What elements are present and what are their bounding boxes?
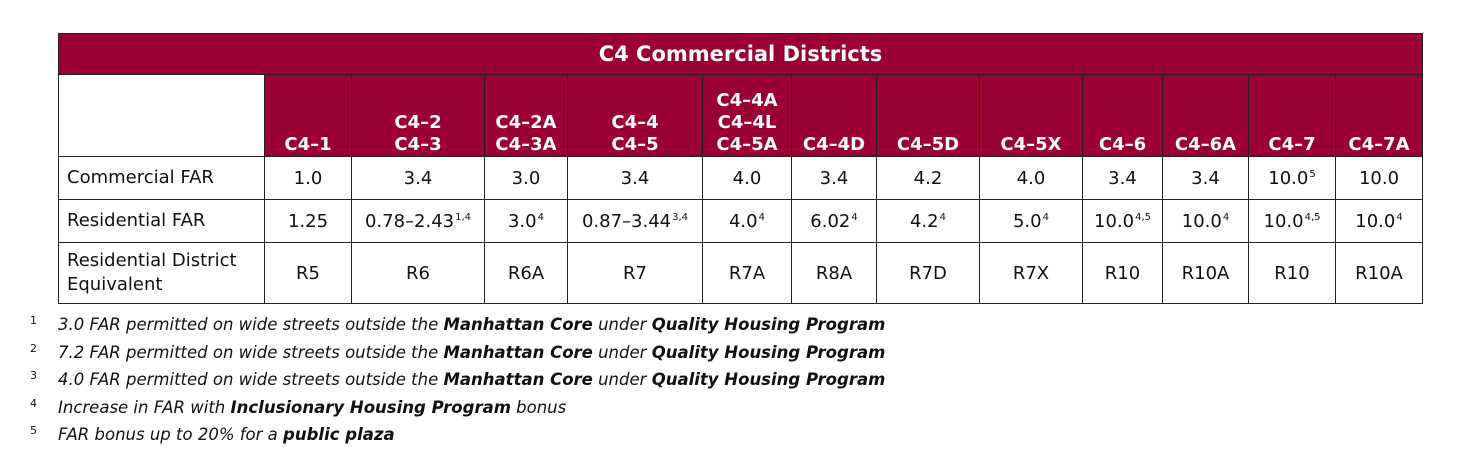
column-header: C4–2 C4–3 — [351, 74, 485, 157]
table-cell: R6A — [484, 242, 568, 304]
footnote-ref: 4 — [537, 211, 544, 223]
footnote: 5 FAR bonus up to 20% for a public plaza — [30, 424, 395, 444]
footnote-ref: 1,4 — [455, 211, 472, 223]
column-header: C4–1 — [264, 74, 352, 157]
far-table: C4 Commercial Districts C4–1 C4–2 C4–3 C4… — [58, 33, 1423, 304]
table-cell: 10.04,5 — [1248, 199, 1336, 243]
column-header: C4–6 — [1082, 74, 1163, 157]
table-cell: 10.04,5 — [1082, 199, 1163, 243]
table-cell: R7D — [876, 242, 980, 304]
column-header: C4–4D — [791, 74, 877, 157]
column-header: C4–7 — [1248, 74, 1336, 157]
column-header: C4–4 C4–5 — [567, 74, 703, 157]
row-label: Residential FAR — [58, 199, 265, 243]
table-cell: 3.4 — [791, 156, 877, 200]
table-cell: 0.87–3.443,4 — [567, 199, 703, 243]
footnote-text: 4.0 FAR permitted on wide streets outsid… — [58, 370, 886, 389]
table-cell: 3.4 — [1082, 156, 1163, 200]
footnote-ref: 4 — [1042, 211, 1049, 223]
footnote-ref: 4 — [758, 211, 765, 223]
footnote-ref: 4 — [851, 211, 858, 223]
row-label: Commercial FAR — [58, 156, 265, 200]
corner-cell — [58, 74, 265, 157]
table-cell: 10.04 — [1162, 199, 1249, 243]
footnote-ref: 3,4 — [672, 211, 689, 223]
table-cell: 6.024 — [791, 199, 877, 243]
table-cell: R7A — [702, 242, 792, 304]
table-cell: 5.04 — [979, 199, 1083, 243]
footnote-text: FAR bonus up to 20% for a public plaza — [58, 425, 395, 444]
row-label: Residential District Equivalent — [58, 242, 265, 304]
column-header: C4–2A C4–3A — [484, 74, 568, 157]
table-cell: 10.04 — [1335, 199, 1423, 243]
table-cell: 1.25 — [264, 199, 352, 243]
footnote-ref: 4,5 — [1135, 211, 1151, 223]
table-row: Residential FAR 1.25 0.78–2.431,4 3.04 0.87–… — [58, 199, 1423, 243]
table-cell: R10A — [1162, 242, 1249, 304]
table-cell: 0.78–2.431,4 — [351, 199, 485, 243]
table-cell: R5 — [264, 242, 352, 304]
table-cell: 10.05 — [1248, 156, 1336, 200]
table-cell: 1.0 — [264, 156, 352, 200]
footnote-text: 7.2 FAR permitted on wide streets outsid… — [58, 342, 886, 362]
footnote: 3 4.0 FAR permitted on wide streets outsi… — [30, 369, 886, 389]
table-cell: 4.0 — [979, 156, 1083, 200]
table-cell: 3.4 — [567, 156, 703, 200]
column-header: C4–5D — [876, 74, 980, 157]
table-cell: R10 — [1248, 242, 1336, 304]
table-cell: 3.04 — [484, 199, 568, 243]
footnote-ref: 5 — [1309, 168, 1316, 180]
footnote: 1 3.0 FAR permitted on wide streets outsi… — [30, 314, 886, 334]
table-cell: R8A — [791, 242, 877, 304]
table-row: Residential District Equivalent R5 R6 R6A R7 R… — [58, 242, 1423, 304]
column-header: C4–7A — [1335, 74, 1423, 157]
footnote-ref: 4 — [1396, 211, 1403, 223]
table-cell: 4.24 — [876, 199, 980, 243]
table-cell: 10.0 — [1335, 156, 1423, 200]
table-cell: 4.0 — [702, 156, 792, 200]
table-cell: 4.2 — [876, 156, 980, 200]
table-cell: R7X — [979, 242, 1083, 304]
table-body: Commercial FAR 1.0 3.4 3.0 3.4 4.0 3.4 4.2 4.0 3.… — [58, 156, 1423, 304]
table-cell: 4.04 — [702, 199, 792, 243]
footnote-text: 3.0 FAR permitted on wide streets outsid… — [58, 315, 886, 334]
table-cell: R7 — [567, 242, 703, 304]
table-cell: R10A — [1335, 242, 1423, 304]
table-cell: 3.0 — [484, 156, 568, 200]
footnote-ref: 4,5 — [1304, 211, 1321, 223]
column-header: C4–5X — [979, 74, 1083, 157]
footnote: 4 Increase in FAR with Inclusionary Housi… — [30, 396, 567, 417]
table-cell: R6 — [351, 242, 485, 304]
footnote-ref: 4 — [939, 211, 946, 223]
column-header: C4–4A C4–4L C4–5A — [702, 74, 792, 157]
footnote-ref: 4 — [1222, 211, 1230, 223]
footnote: 2 7.2 FAR permitted on wide streets outsi… — [30, 341, 886, 362]
footnotes: 1 3.0 FAR permitted on wide streets outsi… — [30, 311, 885, 449]
table-cell: 3.4 — [351, 156, 485, 200]
table-cell: 3.4 — [1162, 156, 1249, 200]
footnote-text: Increase in FAR with Inclusionary Housin… — [58, 397, 567, 417]
table-row: Commercial FAR 1.0 3.4 3.0 3.4 4.0 3.4 4.2 4.0 3.… — [58, 156, 1423, 200]
table-cell: R10 — [1082, 242, 1163, 304]
column-header: C4–6A — [1162, 74, 1249, 157]
table-title: C4 Commercial Districts — [58, 33, 1423, 75]
